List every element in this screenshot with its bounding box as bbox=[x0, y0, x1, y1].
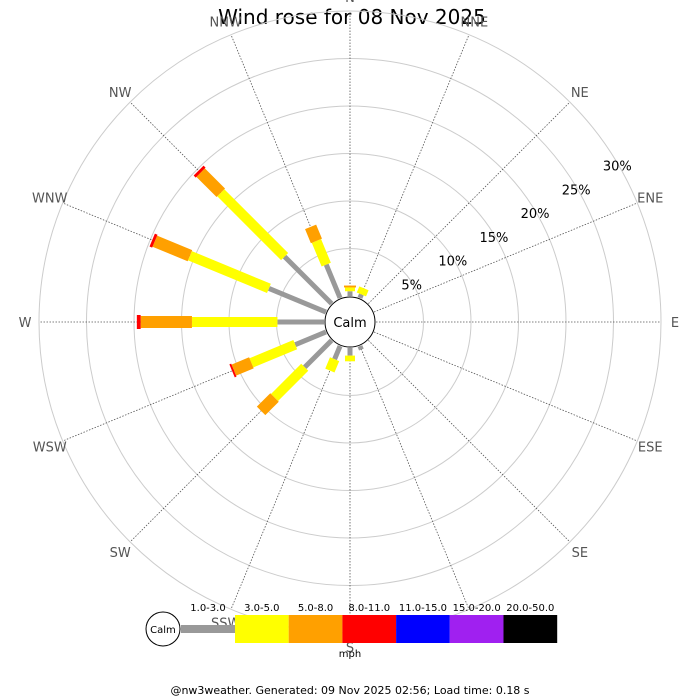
direction-label-w: W bbox=[19, 316, 32, 331]
legend-bin-label: 11.0-15.0 bbox=[399, 603, 447, 614]
grid-spoke bbox=[368, 101, 571, 304]
petal-segment bbox=[332, 345, 343, 361]
petal-segment bbox=[357, 345, 364, 351]
petal-segment bbox=[152, 235, 193, 262]
calm-label: Calm bbox=[333, 316, 366, 331]
legend-bin-label: 3.0-5.0 bbox=[244, 603, 279, 614]
ring-label: 5% bbox=[401, 278, 422, 293]
direction-label-nne: NNE bbox=[461, 16, 489, 31]
petal-segment bbox=[323, 263, 343, 299]
petal-segment bbox=[305, 224, 322, 244]
legend-swatch bbox=[181, 625, 235, 633]
petal-segment bbox=[282, 254, 334, 306]
direction-label-wsw: WSW bbox=[33, 440, 67, 455]
grid-spoke bbox=[359, 34, 470, 299]
grid-spoke bbox=[230, 34, 341, 299]
legend-swatch bbox=[235, 615, 289, 643]
legend-bin-label: 8.0-11.0 bbox=[348, 603, 390, 614]
legend-bin-label: 20.0-50.0 bbox=[506, 603, 554, 614]
petal-segment bbox=[270, 363, 309, 402]
legend-swatch bbox=[503, 615, 558, 643]
legend-unit: mph bbox=[339, 649, 361, 660]
speed-legend: Calm 1.0-3.0 3.0-5.0 5.0-8.0 8.0-11.0 11.0-1… bbox=[145, 603, 558, 660]
petal-segment bbox=[311, 239, 331, 267]
petal-segment bbox=[356, 286, 369, 297]
petal-segment bbox=[249, 340, 298, 368]
legend-swatch bbox=[396, 615, 450, 643]
petal-segment bbox=[193, 165, 206, 178]
petal-segment bbox=[302, 338, 334, 370]
chart-title: Wind rose for 08 Nov 2025 bbox=[218, 5, 486, 29]
grid-spoke bbox=[368, 340, 571, 543]
petal-segment bbox=[229, 363, 237, 378]
petal-segment bbox=[188, 251, 271, 294]
grid-spoke bbox=[230, 345, 341, 610]
petal-segment bbox=[149, 233, 158, 248]
ring-label: 20% bbox=[521, 207, 550, 222]
ring-label: 30% bbox=[603, 160, 632, 175]
legend-bin-label: 1.0-3.0 bbox=[190, 603, 225, 614]
direction-label-nw: NW bbox=[109, 86, 132, 101]
petal-segment bbox=[267, 286, 327, 315]
legend-calm-label: Calm bbox=[150, 625, 176, 636]
legend-swatch bbox=[449, 615, 504, 643]
direction-label-wnw: WNW bbox=[32, 192, 68, 207]
direction-label-sw: SW bbox=[110, 546, 131, 561]
direction-label-n: N bbox=[345, 0, 355, 6]
legend-bins: 1.0-3.0 3.0-5.0 5.0-8.0 8.0-11.0 11.0-15.0 15… bbox=[181, 603, 558, 643]
direction-label-se: SE bbox=[572, 546, 588, 561]
petal-segment bbox=[325, 357, 340, 373]
calm-circle bbox=[324, 296, 376, 348]
direction-label-nnw: NNW bbox=[209, 16, 241, 31]
footer-text: @nw3weather. Generated: 09 Nov 2025 02:5… bbox=[170, 684, 529, 697]
petal-segment bbox=[256, 393, 279, 416]
ring-label: 15% bbox=[479, 231, 508, 246]
grid-spoke bbox=[359, 345, 470, 610]
petal-segment bbox=[294, 329, 327, 347]
ring-label: 25% bbox=[562, 183, 591, 198]
grid-spoke bbox=[129, 340, 332, 543]
grid-spoke bbox=[373, 202, 638, 313]
direction-label-ne: NE bbox=[571, 86, 589, 101]
direction-label-ene: ENE bbox=[637, 192, 663, 207]
direction-label-ese: ESE bbox=[638, 440, 663, 455]
legend-swatch bbox=[342, 615, 397, 643]
grid-spoke bbox=[373, 331, 638, 442]
calm-center: Calm bbox=[324, 296, 376, 348]
legend-calm-circle bbox=[145, 611, 181, 647]
ring-label: 10% bbox=[438, 255, 467, 270]
wind-petals bbox=[136, 165, 369, 416]
legend-swatch bbox=[288, 615, 343, 643]
legend-bin-label: 15.0-20.0 bbox=[453, 603, 501, 614]
ring-labels: 5% 10% 15% 20% 25% 30% bbox=[401, 160, 631, 294]
legend-bin-label: 5.0-8.0 bbox=[298, 603, 333, 614]
petal-segment bbox=[196, 168, 226, 198]
petal-segment bbox=[217, 189, 289, 261]
grid-spoke bbox=[62, 331, 327, 442]
direction-label-e: E bbox=[671, 316, 679, 331]
petal-segment bbox=[231, 357, 254, 376]
direction-label-s: S bbox=[346, 641, 354, 656]
petal-segment bbox=[357, 293, 364, 299]
